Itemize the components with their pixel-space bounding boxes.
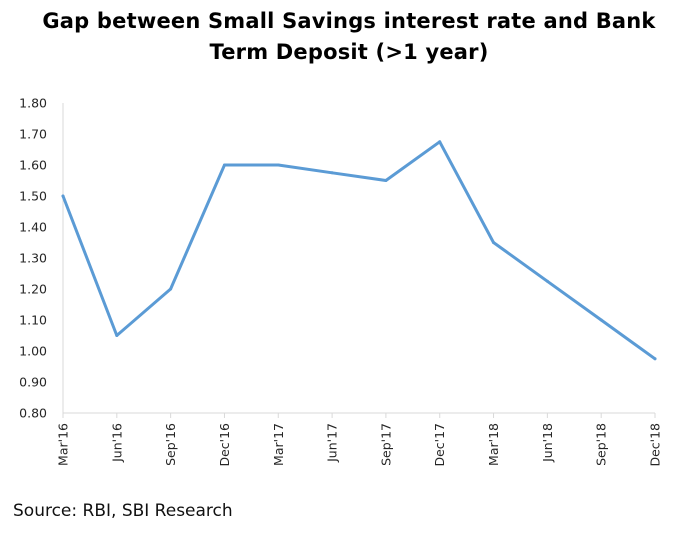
y-tick-label: 1.10 [19, 313, 47, 328]
y-tick-label: 1.60 [19, 158, 47, 173]
y-tick-label: 0.80 [19, 406, 47, 421]
y-tick-label: 1.40 [19, 220, 47, 235]
chart-title-line-1: Gap between Small Savings interest rate … [42, 9, 656, 33]
chart-title: Gap between Small Savings interest rate … [0, 6, 698, 68]
source-note: Source: RBI, SBI Research [13, 501, 233, 521]
x-tick-label: Dec'18 [648, 423, 663, 467]
data-point [223, 163, 226, 167]
data-point [599, 318, 603, 322]
data-point [330, 171, 334, 175]
x-axis: Mar'16 Jun'16 Sep'16 Dec'16 Mar'17 Jun'17 Sep'… [56, 412, 663, 467]
data-point [169, 287, 173, 291]
data-point [276, 163, 280, 167]
series-layer [61, 140, 657, 361]
x-tick-label: Mar'16 [56, 423, 71, 466]
y-tick-label: 1.00 [19, 344, 47, 359]
data-point [492, 241, 495, 244]
x-tick-label: Jun'18 [540, 423, 555, 463]
y-tick-label: 0.90 [19, 375, 47, 390]
y-tick-label: 1.70 [19, 127, 47, 142]
chart-title-line-2: Term Deposit (>1 year) [209, 40, 489, 64]
x-tick-label: Dec'17 [432, 423, 447, 467]
data-point [438, 140, 442, 144]
x-tick-label: Sep'16 [163, 423, 178, 466]
x-tick-label: Mar'17 [271, 423, 286, 466]
data-point [545, 279, 549, 283]
y-tick-label: 1.50 [19, 189, 47, 204]
x-tick-label: Sep'17 [378, 423, 393, 466]
data-point [653, 357, 657, 361]
y-tick-label: 1.30 [19, 251, 47, 266]
data-point [115, 334, 119, 337]
y-tick-label: 1.20 [19, 282, 47, 297]
x-tick-label: Dec'16 [217, 423, 232, 467]
y-tick-label: 1.80 [19, 96, 47, 111]
x-tick-label: Mar'18 [486, 423, 501, 466]
x-tick-label: Jun'17 [325, 423, 340, 463]
x-tick-label: Jun'16 [109, 423, 124, 463]
y-axis: 0.80 0.90 1.00 1.10 1.20 1.30 1.40 1.50 1.60 1.70… [19, 96, 64, 421]
data-point [61, 194, 65, 198]
x-tick-label: Sep'18 [594, 423, 609, 466]
series-line [61, 140, 657, 361]
data-point [384, 179, 388, 182]
